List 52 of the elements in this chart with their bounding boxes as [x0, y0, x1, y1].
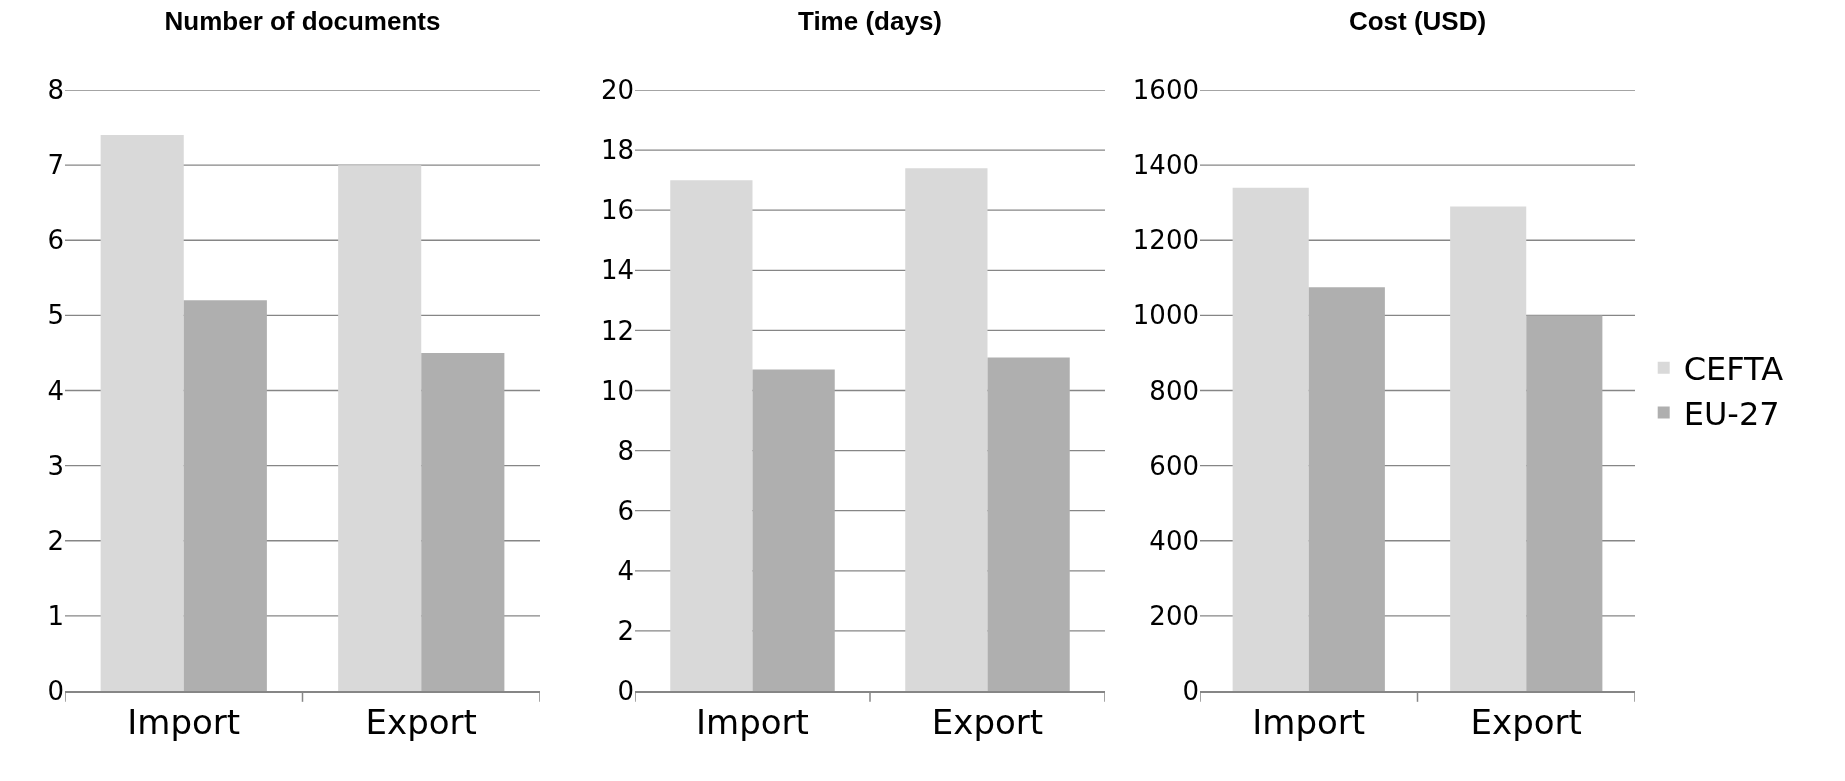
y-tick-label: 12 — [600, 315, 634, 346]
bar — [421, 352, 505, 691]
bar — [905, 168, 988, 691]
y-tick-label: 20 — [600, 75, 634, 106]
y-tick-label: 3 — [47, 450, 64, 481]
y-tick-label: 10 — [600, 375, 634, 406]
y-tick-label: 4 — [47, 375, 64, 406]
y-tick-label: 2 — [617, 616, 634, 646]
y-tick-label: 1 — [47, 600, 64, 631]
y-tick-label: 600 — [1149, 450, 1199, 481]
x-tick-label: Export — [365, 701, 477, 742]
y-tick-label: 800 — [1149, 375, 1199, 406]
y-tick-label: 1000 — [1132, 300, 1199, 331]
y-tick-label: 400 — [1149, 525, 1199, 556]
bar — [338, 165, 422, 691]
y-tick-label: 7 — [47, 150, 64, 181]
bar — [987, 357, 1070, 691]
bar — [100, 135, 184, 691]
bar — [1450, 206, 1527, 691]
chart-title: Time (days) — [797, 5, 943, 36]
y-tick-label: 1200 — [1132, 225, 1199, 256]
chart-title: Cost (USD) — [1348, 5, 1487, 36]
y-tick-label: 4 — [617, 555, 634, 586]
bar — [752, 369, 835, 691]
y-tick-label: 1400 — [1132, 150, 1199, 181]
y-tick-label: 200 — [1149, 600, 1199, 631]
y-tick-label: 8 — [47, 75, 64, 106]
x-tick-label: Export — [1470, 701, 1582, 742]
bar — [1232, 187, 1309, 691]
y-tick-label: 16 — [600, 195, 634, 226]
y-tick-label: 6 — [617, 495, 634, 526]
y-tick-label: 6 — [47, 225, 64, 256]
x-tick-label: Export — [931, 701, 1044, 742]
bar — [1308, 287, 1385, 691]
y-tick-label: 14 — [600, 255, 634, 286]
bar — [670, 180, 753, 691]
y-tick-label: 18 — [600, 135, 634, 166]
y-tick-label: 5 — [47, 300, 64, 331]
y-tick-label: 0 — [1182, 676, 1199, 707]
y-tick-label: 8 — [617, 435, 634, 466]
y-tick-label: 0 — [617, 676, 634, 707]
y-tick-label: 0 — [47, 676, 64, 707]
x-tick-label: Import — [127, 701, 241, 742]
x-tick-label: Import — [696, 701, 809, 742]
legend-label: EU-27 — [1683, 394, 1780, 433]
y-tick-label: 1600 — [1132, 75, 1199, 106]
y-tick-label: 2 — [47, 525, 64, 556]
x-tick-label: Import — [1252, 701, 1366, 742]
bar — [183, 300, 267, 691]
bar — [1526, 315, 1603, 691]
legend-label: CEFTA — [1683, 350, 1784, 389]
chart-title: Number of documents — [164, 5, 441, 36]
